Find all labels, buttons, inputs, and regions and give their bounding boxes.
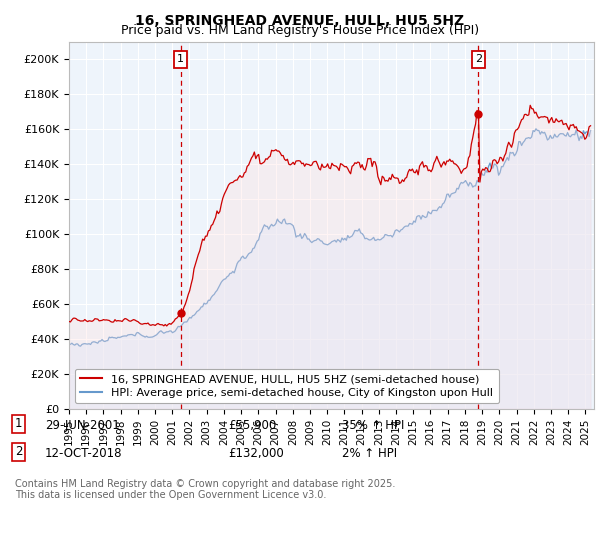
Text: 12-OCT-2018: 12-OCT-2018 (45, 447, 122, 460)
Text: 1: 1 (177, 54, 184, 64)
Text: 2: 2 (15, 445, 23, 458)
Text: 16, SPRINGHEAD AVENUE, HULL, HU5 5HZ: 16, SPRINGHEAD AVENUE, HULL, HU5 5HZ (136, 14, 464, 28)
Text: Contains HM Land Registry data © Crown copyright and database right 2025.
This d: Contains HM Land Registry data © Crown c… (15, 479, 395, 501)
Text: 2: 2 (475, 54, 482, 64)
Text: Price paid vs. HM Land Registry's House Price Index (HPI): Price paid vs. HM Land Registry's House … (121, 24, 479, 36)
Text: 2% ↑ HPI: 2% ↑ HPI (342, 447, 397, 460)
Text: 35% ↑ HPI: 35% ↑ HPI (342, 419, 404, 432)
Text: 29-JUN-2001: 29-JUN-2001 (45, 419, 120, 432)
Legend: 16, SPRINGHEAD AVENUE, HULL, HU5 5HZ (semi-detached house), HPI: Average price, : 16, SPRINGHEAD AVENUE, HULL, HU5 5HZ (se… (74, 369, 499, 403)
Text: 1: 1 (15, 417, 23, 430)
Text: £55,900: £55,900 (228, 419, 276, 432)
Text: £132,000: £132,000 (228, 447, 284, 460)
